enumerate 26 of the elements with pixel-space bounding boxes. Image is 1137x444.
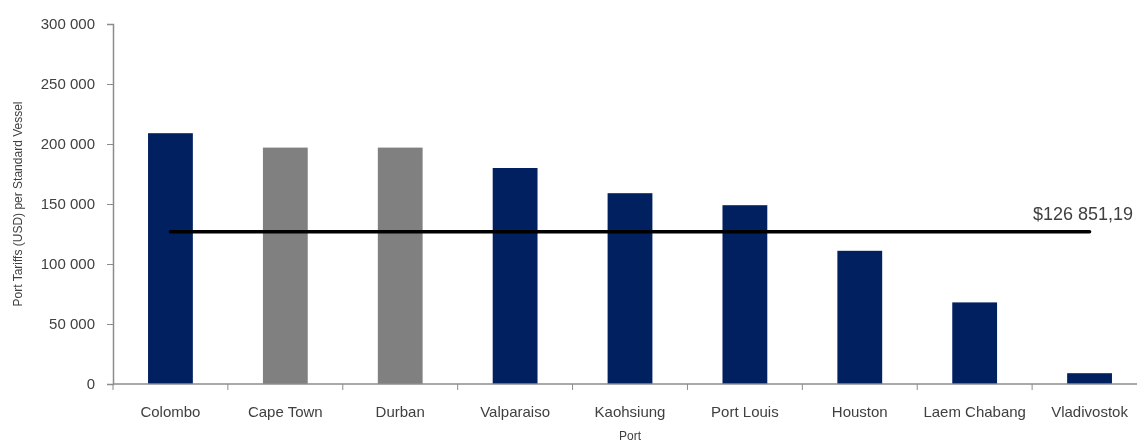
- x-tick-label: Valparaiso: [480, 403, 550, 420]
- y-tick-label: 100 000: [40, 255, 95, 273]
- bar: [607, 193, 653, 384]
- y-tick-label: 200 000: [40, 135, 95, 153]
- x-tick-label: Kaohsiung: [594, 403, 666, 420]
- bar: [492, 168, 538, 384]
- y-tick-label: 250 000: [40, 75, 95, 93]
- x-tick-label: Laem Chabang: [923, 403, 1026, 420]
- y-tick-label: 300 000: [40, 15, 95, 33]
- bar: [722, 205, 768, 384]
- bar: [1067, 373, 1112, 384]
- y-tick-label: 150 000: [40, 195, 95, 213]
- x-tick-label: Colombo: [140, 403, 201, 420]
- bar: [148, 133, 193, 384]
- y-tick-label: 50 000: [49, 315, 95, 333]
- x-tick-label: Durban: [375, 403, 425, 420]
- bar: [952, 302, 998, 384]
- y-axis-title: Port Tariffs (USD) per Standard Vessel: [11, 101, 25, 307]
- bar: [837, 250, 883, 384]
- y-tick-label: 0: [86, 375, 95, 393]
- x-tick-label: Cape Town: [247, 403, 323, 420]
- ref-line-label: $126 851,19: [1032, 203, 1133, 224]
- x-tick-label: Port Louis: [711, 403, 779, 420]
- x-tick-label: Vladivostok: [1051, 403, 1129, 420]
- x-tick-label: Houston: [831, 403, 888, 420]
- x-axis-title: Port: [618, 429, 642, 443]
